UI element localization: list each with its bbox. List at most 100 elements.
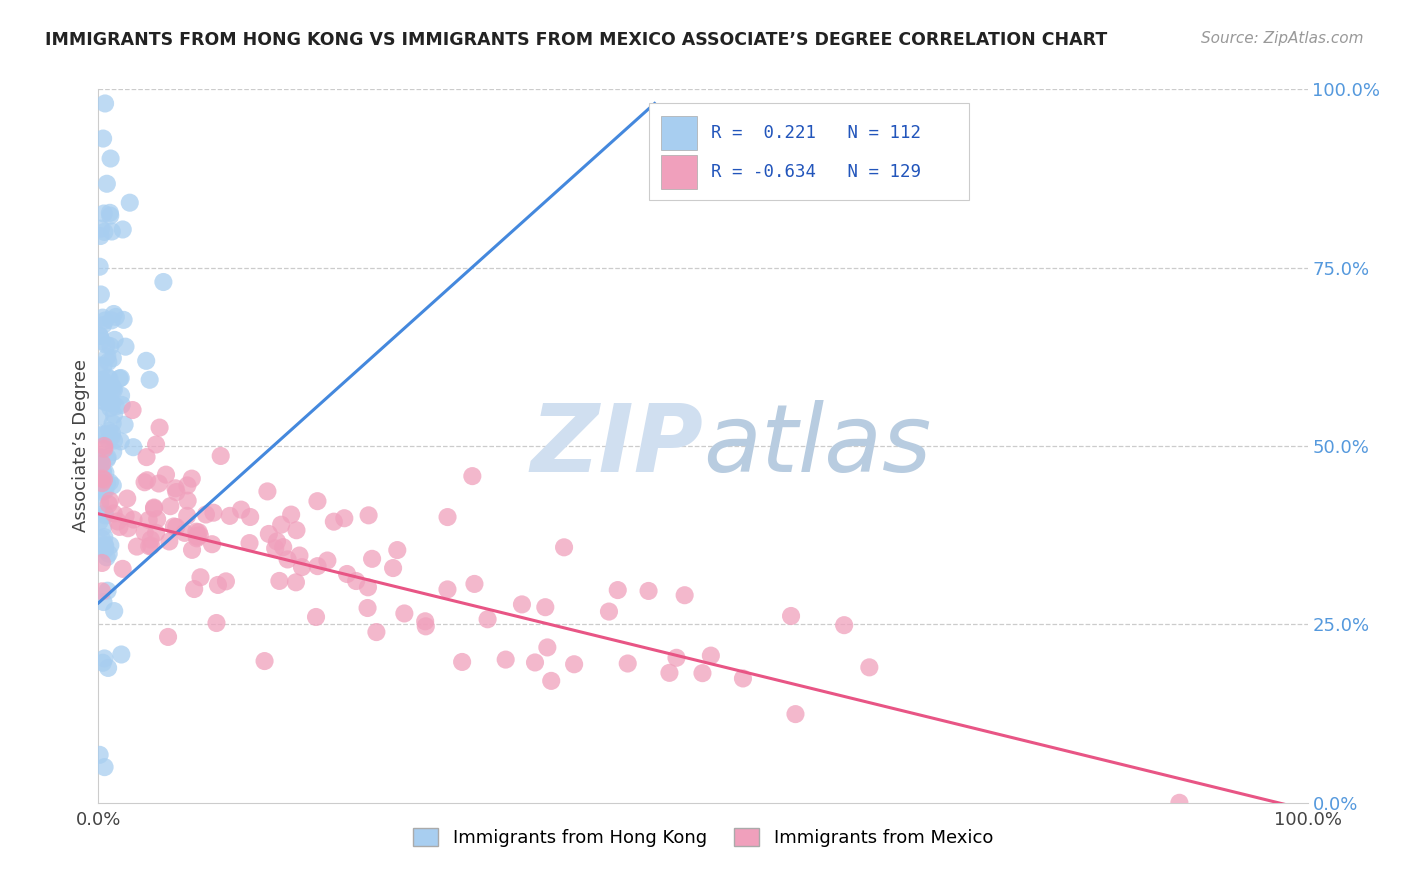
Point xyxy=(413,615,436,629)
Point xyxy=(387,543,409,558)
Text: ZIP: ZIP xyxy=(530,400,703,492)
FancyBboxPatch shape xyxy=(661,155,697,189)
Legend: Immigrants from Hong Kong, Immigrants from Mexico: Immigrants from Hong Kong, Immigrants fr… xyxy=(406,822,1000,855)
Point xyxy=(91,310,114,325)
Point xyxy=(336,566,359,581)
Point xyxy=(93,473,115,487)
Point xyxy=(114,417,136,432)
Point xyxy=(284,575,307,590)
Point xyxy=(89,465,111,479)
Point xyxy=(238,536,260,550)
Point xyxy=(91,485,114,500)
Point xyxy=(194,508,217,522)
Point xyxy=(700,648,723,663)
Point xyxy=(100,429,122,443)
Point xyxy=(207,578,229,592)
Point xyxy=(540,673,562,688)
Point xyxy=(436,510,458,524)
Point xyxy=(598,605,620,619)
Point xyxy=(307,494,329,508)
Point xyxy=(356,601,378,615)
Point xyxy=(112,313,135,327)
Point xyxy=(143,501,166,516)
Point xyxy=(101,445,124,459)
Point xyxy=(110,434,132,449)
Point xyxy=(91,464,114,478)
Point xyxy=(91,131,114,145)
Point xyxy=(93,225,115,239)
Point xyxy=(271,540,294,554)
FancyBboxPatch shape xyxy=(648,103,969,200)
Point xyxy=(183,582,205,596)
Point xyxy=(186,532,208,546)
Point xyxy=(97,370,120,384)
Point xyxy=(832,618,855,632)
Point xyxy=(90,382,112,396)
Point xyxy=(89,328,111,343)
Point xyxy=(96,386,118,401)
Point xyxy=(93,391,115,405)
Point xyxy=(89,329,111,343)
Point xyxy=(98,538,121,552)
Text: atlas: atlas xyxy=(703,401,931,491)
Point xyxy=(90,221,112,235)
Point xyxy=(90,334,112,348)
Point xyxy=(146,512,169,526)
Point xyxy=(93,595,115,609)
Point xyxy=(93,439,115,453)
Point xyxy=(477,612,499,626)
Point xyxy=(97,661,120,675)
Point xyxy=(93,538,115,552)
Point xyxy=(98,395,121,409)
Point xyxy=(157,534,180,549)
Point xyxy=(209,449,232,463)
Point xyxy=(510,598,533,612)
Point xyxy=(98,401,121,415)
Point xyxy=(111,398,134,412)
Point xyxy=(143,500,166,515)
Point xyxy=(115,491,138,506)
Point xyxy=(165,520,187,534)
Point xyxy=(101,351,124,366)
Point xyxy=(90,450,112,465)
Point xyxy=(93,442,115,456)
Point xyxy=(97,450,120,465)
Point xyxy=(176,508,198,523)
Point xyxy=(89,229,111,244)
Point xyxy=(361,551,384,566)
Point xyxy=(101,425,124,440)
Point xyxy=(145,525,167,540)
Point xyxy=(98,379,121,393)
Point xyxy=(165,485,187,500)
Point xyxy=(90,287,112,301)
Point xyxy=(100,313,122,327)
Point xyxy=(104,310,127,324)
Point xyxy=(135,450,157,464)
Point xyxy=(90,451,112,466)
Point xyxy=(187,525,209,540)
Point xyxy=(125,540,148,554)
Point xyxy=(93,760,115,774)
Point xyxy=(157,630,180,644)
Point xyxy=(91,656,114,670)
Point xyxy=(94,96,117,111)
Point xyxy=(114,508,136,523)
Point xyxy=(415,619,437,633)
Point xyxy=(190,570,212,584)
Point xyxy=(180,472,202,486)
Point xyxy=(91,584,114,599)
Point xyxy=(100,339,122,353)
Point xyxy=(149,420,172,434)
Point xyxy=(91,556,114,570)
Point xyxy=(692,666,714,681)
Point xyxy=(104,333,127,347)
Point xyxy=(93,507,115,521)
FancyBboxPatch shape xyxy=(661,116,697,150)
Point xyxy=(98,372,121,386)
Point xyxy=(121,403,143,417)
Point xyxy=(94,542,117,557)
Point xyxy=(89,747,111,762)
Point xyxy=(89,450,111,464)
Point xyxy=(159,499,181,513)
Point xyxy=(117,521,139,535)
